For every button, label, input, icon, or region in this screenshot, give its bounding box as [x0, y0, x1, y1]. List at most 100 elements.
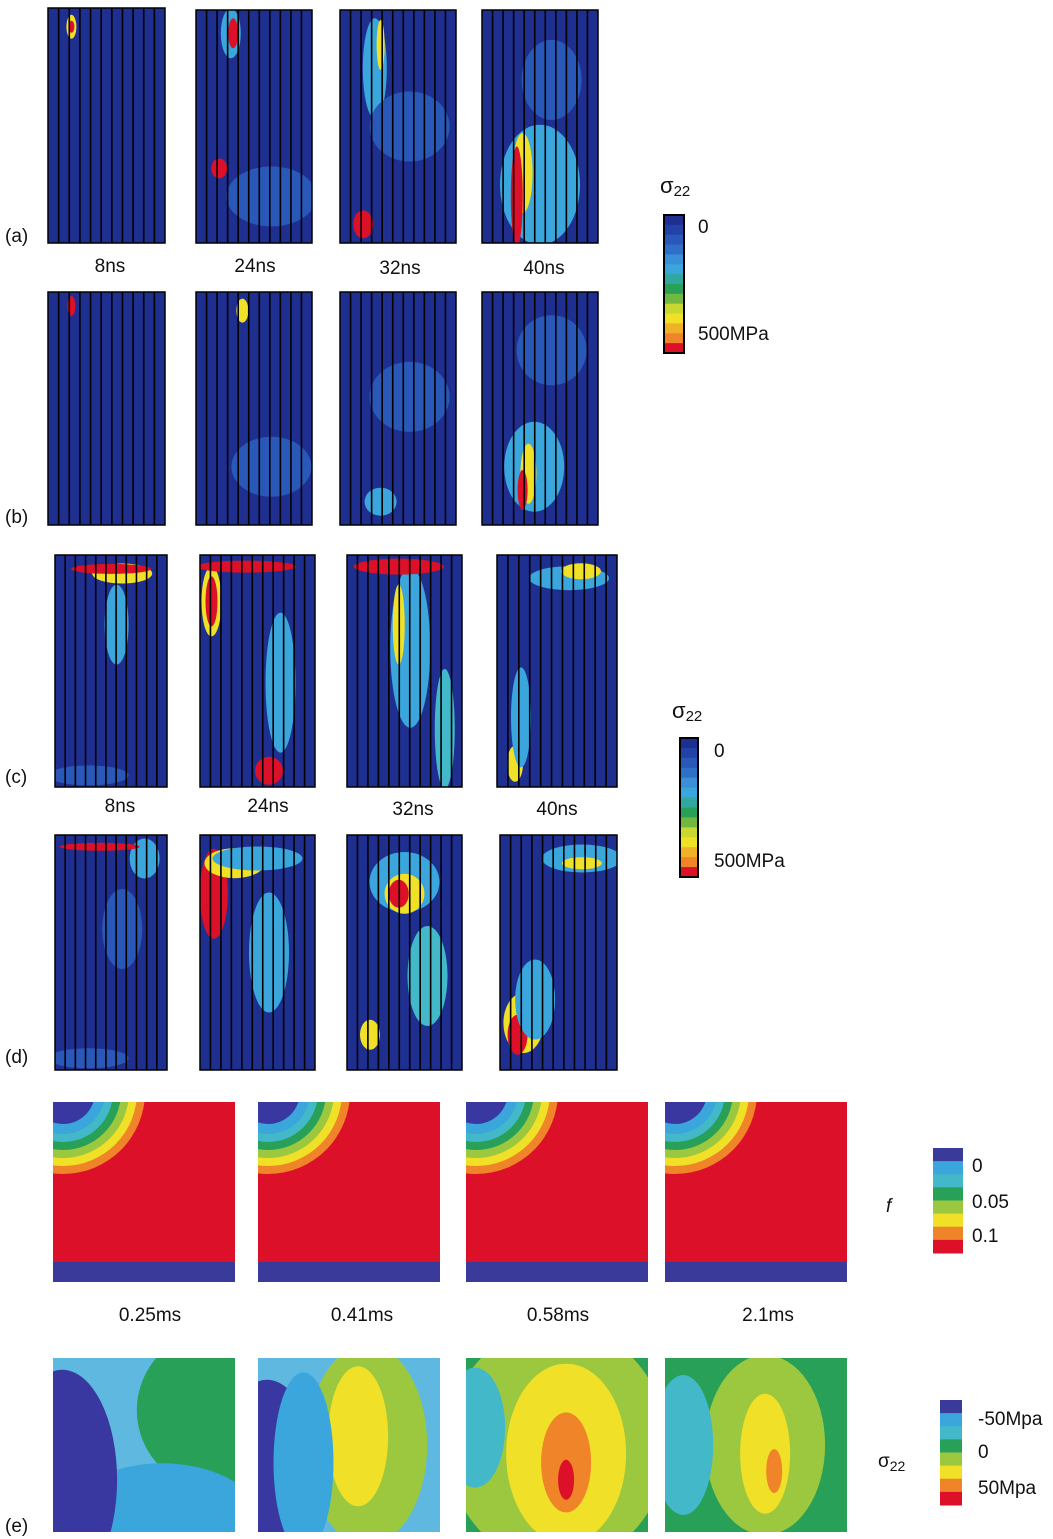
colorbar-tick: 0: [714, 741, 725, 762]
subscript: 22: [686, 708, 703, 725]
colorbar-segment: [940, 1413, 962, 1427]
colorbar-segment: [680, 738, 698, 749]
panel: [196, 10, 312, 243]
stress-region: [249, 892, 289, 1013]
colorbar-tick: 50Mpa: [978, 1478, 1037, 1499]
stress-region: [102, 889, 143, 969]
colorbar-segment: [664, 215, 684, 226]
panel: [500, 835, 617, 1070]
time-label: 0.41ms: [331, 1305, 393, 1326]
colorbar-segment: [940, 1491, 962, 1506]
colorbar-tick: -50Mpa: [978, 1409, 1043, 1430]
stress-region: [200, 560, 296, 573]
stress-region: [407, 926, 448, 1026]
panel: [55, 555, 167, 787]
subscript: 22: [890, 1458, 906, 1474]
panel: [200, 555, 315, 787]
colorbar-segment: [933, 1239, 963, 1254]
stress-region: [236, 298, 249, 323]
contour: [466, 1102, 507, 1124]
symbol: σ: [672, 698, 686, 723]
colorbar-tick: 0.1: [972, 1226, 998, 1247]
panel-frame: [199, 554, 316, 788]
panel: [497, 555, 617, 787]
stress-region: [353, 210, 374, 239]
field: [48, 292, 165, 525]
stress-region: [434, 669, 455, 787]
panel-frame: [47, 7, 166, 244]
colorbar-segment: [933, 1161, 963, 1175]
stress-region: [59, 842, 140, 851]
base-layer: [665, 1262, 847, 1282]
panel: [466, 1358, 648, 1532]
stress-region: [328, 1366, 389, 1507]
panel: [482, 292, 598, 525]
time-label: 8ns: [105, 796, 136, 817]
panel: [48, 292, 165, 525]
colorbar-segment: [680, 867, 698, 878]
contour: [665, 1102, 706, 1124]
stress-region: [55, 765, 129, 786]
stress-region: [71, 563, 151, 574]
panel: [665, 1358, 847, 1532]
colorbar-segment: [680, 797, 698, 808]
stress-region: [511, 667, 531, 768]
colorbar-segment: [680, 827, 698, 838]
colorbar-segment: [664, 264, 684, 275]
panel: [340, 292, 456, 525]
stress-region: [265, 612, 296, 753]
colorbar-tick: 500MPa: [714, 851, 785, 872]
panel-frame: [481, 291, 599, 526]
time-label: 0.58ms: [527, 1305, 589, 1326]
panel-frame: [47, 291, 166, 526]
panel: [347, 555, 462, 787]
colorbar-tick: 500MPa: [698, 324, 769, 345]
base-layer: [53, 1262, 235, 1282]
colorbar-segment: [933, 1226, 963, 1241]
colorbar-segment: [933, 1187, 963, 1201]
colorbar-segment: [664, 323, 684, 334]
colorbar-title: σ22: [660, 173, 690, 200]
stress-region: [515, 959, 556, 1040]
time-label: 2.1ms: [742, 1305, 794, 1326]
colorbar-segment: [680, 747, 698, 759]
colorbar-segment: [664, 234, 684, 246]
panel-frame: [339, 291, 457, 526]
panel-frame: [54, 834, 168, 1071]
stress-region: [255, 756, 283, 785]
stress-region: [55, 1048, 129, 1069]
panel-frame: [195, 291, 313, 526]
panel-frame: [195, 9, 313, 244]
stress-region: [517, 470, 528, 511]
panel-label: (c): [5, 767, 27, 788]
colorbar-segment: [664, 303, 684, 315]
stress-region: [376, 19, 385, 70]
colorbar-segment: [680, 857, 698, 868]
stress-region: [231, 436, 312, 497]
colorbar-tick: 0: [972, 1156, 983, 1177]
colorbar-segment: [940, 1439, 962, 1453]
panel: [53, 1102, 235, 1282]
panel: [466, 1102, 648, 1282]
stress-region: [205, 576, 218, 627]
contour: [53, 1102, 94, 1124]
colorbar-segment: [664, 274, 684, 285]
panel: [258, 1102, 440, 1282]
panel: [48, 8, 165, 243]
stress-region: [53, 1369, 118, 1532]
time-label: 8ns: [95, 256, 126, 277]
time-label: 40ns: [536, 799, 577, 820]
panel: [55, 835, 167, 1070]
symbol: σ: [660, 173, 674, 198]
colorbar-segment: [680, 817, 698, 828]
panel: [200, 835, 315, 1070]
colorbar-title: f: [886, 1196, 893, 1217]
colorbar-segment: [940, 1465, 962, 1480]
panel-frame: [339, 9, 457, 244]
stress-region: [212, 846, 303, 871]
time-label: 32ns: [392, 799, 433, 820]
panel-frame: [346, 554, 463, 788]
stress-region: [516, 315, 587, 386]
symbol: σ: [878, 1451, 890, 1472]
